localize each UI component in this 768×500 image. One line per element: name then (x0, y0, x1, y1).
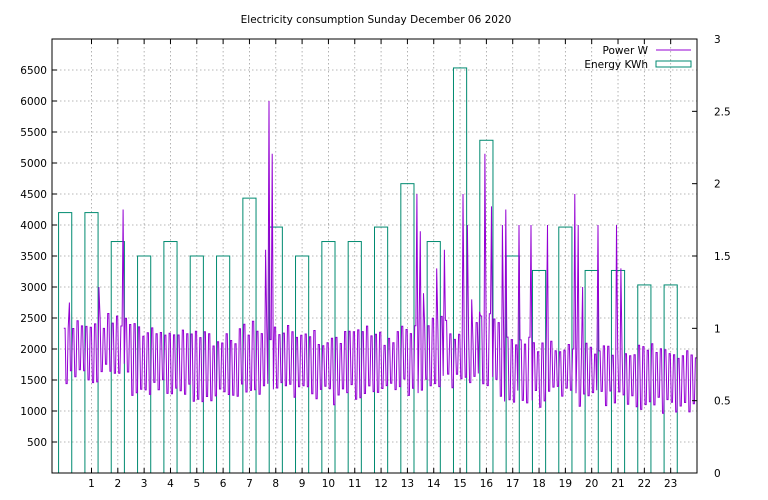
x-tick-label: 21 (611, 478, 624, 490)
y-left-tick-label: 500 (27, 437, 47, 449)
y-left-tick-label: 4500 (20, 189, 47, 201)
y-right-tick-label: 0 (714, 468, 721, 480)
x-tick-label: 2 (114, 478, 121, 490)
x-tick-label: 15 (453, 478, 466, 490)
y-left-tick-label: 5000 (20, 158, 47, 170)
x-tick-label: 10 (322, 478, 335, 490)
y-left-tick-label: 5500 (20, 127, 47, 139)
x-tick-label: 23 (664, 478, 677, 490)
y-right-tick-label: 0.5 (714, 396, 731, 408)
x-tick-label: 3 (141, 478, 148, 490)
legend: Power W Energy KWh (584, 45, 692, 71)
y-left-tick-label: 3000 (20, 282, 47, 294)
x-tick-label: 6 (220, 478, 227, 490)
y-right-tick-label: 2.5 (714, 106, 731, 118)
x-tick-label: 12 (374, 478, 387, 490)
legend-label-energy: Energy KWh (584, 59, 648, 71)
x-tick-label: 9 (299, 478, 306, 490)
x-tick-label: 19 (559, 478, 572, 490)
x-tick-label: 14 (427, 478, 441, 490)
y-left-tick-label: 4000 (20, 220, 47, 232)
energy-bars (58, 67, 678, 474)
x-tick-label: 16 (480, 478, 494, 490)
y-left-tick-label: 6000 (20, 96, 47, 108)
y-right-tick-label: 3 (714, 34, 721, 46)
axis-ticks (52, 38, 697, 474)
legend-label-power: Power W (603, 45, 649, 57)
x-tick-label: 18 (532, 478, 545, 490)
x-tick-label: 4 (167, 478, 174, 490)
y-left-tick-label: 3500 (20, 251, 47, 263)
y-left-tick-label: 1000 (20, 406, 47, 418)
x-tick-label: 22 (638, 478, 651, 490)
y-right-tick-label: 1.5 (714, 251, 731, 263)
x-tick-label: 13 (401, 478, 414, 490)
y-left-tick-label: 2000 (20, 344, 47, 356)
y-left-tick-label: 2500 (20, 313, 47, 325)
x-tick-label: 7 (246, 478, 253, 490)
y-right-tick-label: 2 (714, 179, 721, 191)
y-left-tick-label: 1500 (20, 375, 47, 387)
y-left-tick-label: 6500 (20, 65, 47, 77)
x-tick-label: 17 (506, 478, 519, 490)
x-tick-label: 8 (272, 478, 279, 490)
x-tick-labels: 1 2 3 4 5 6 7 8 9 10 11 12 13 14 15 16 17 18 19 20 21 22 23 (88, 478, 677, 490)
y-left-tick-labels: 500 1000 1500 2000 2500 3000 3500 4000 4500 5000 5… (20, 65, 47, 449)
x-tick-label: 1 (88, 478, 95, 490)
y-right-tick-labels: 0 0.5 1 1.5 2 2.5 3 (714, 34, 731, 480)
x-tick-label: 20 (585, 478, 598, 490)
power-line-path (63, 100, 697, 414)
x-tick-label: 5 (193, 478, 200, 490)
x-tick-label: 11 (348, 478, 361, 490)
legend-swatch-energy (655, 60, 692, 68)
y-right-tick-label: 1 (714, 323, 721, 335)
chart-title: Electricity consumption Sunday December … (241, 14, 512, 26)
power-line (63, 100, 697, 414)
